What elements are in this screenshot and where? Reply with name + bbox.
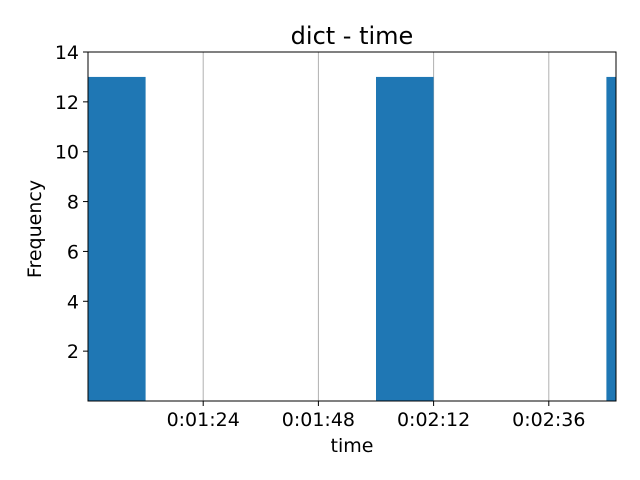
y-tick-label: 6 <box>67 241 79 263</box>
y-tick-label: 2 <box>67 341 79 363</box>
y-tick-label: 8 <box>67 192 79 214</box>
histogram-bar <box>606 76 616 401</box>
x-tick-label: 0:02:36 <box>512 409 585 431</box>
bars <box>88 76 616 401</box>
plot-frame <box>87 51 617 402</box>
histogram-bar <box>376 76 434 401</box>
x-axis-ticks: 0:01:24 0:01:48 0:02:12 0:02:36 <box>167 401 585 431</box>
y-tick-label: 10 <box>55 142 79 164</box>
x-tick-label: 0:02:12 <box>397 409 470 431</box>
y-axis-label: Frequency <box>24 180 46 278</box>
histogram-bar <box>88 76 146 401</box>
y-axis-ticks: 2 4 6 8 10 12 14 <box>55 42 88 363</box>
chart-title: dict - time <box>291 22 414 50</box>
y-tick-label: 4 <box>67 291 79 313</box>
y-tick-label: 14 <box>55 42 79 64</box>
x-tick-label: 0:01:48 <box>282 409 355 431</box>
y-tick-label: 12 <box>55 92 79 114</box>
x-axis-label: time <box>331 435 374 457</box>
x-tick-label: 0:01:24 <box>167 409 240 431</box>
